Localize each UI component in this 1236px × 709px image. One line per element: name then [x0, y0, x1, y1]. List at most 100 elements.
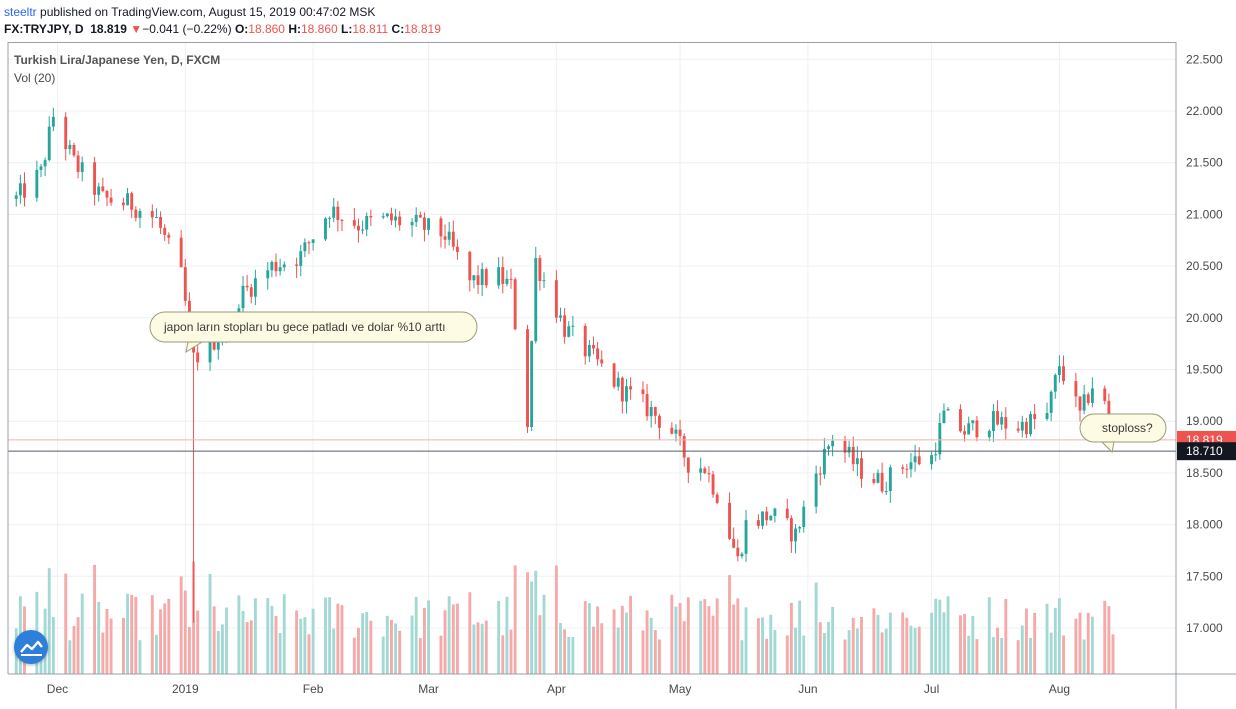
candle-body	[583, 325, 587, 357]
y-tick-label: 22.500	[1186, 52, 1223, 66]
volume-bar	[476, 622, 480, 674]
volume-bar	[237, 595, 241, 674]
volume-bar	[51, 617, 55, 674]
volume-bar	[130, 594, 134, 674]
volume-bar	[831, 606, 835, 674]
volume-bar	[756, 618, 760, 674]
candle-body	[1020, 421, 1024, 431]
candle-body	[484, 269, 488, 286]
volume-bar	[1103, 600, 1107, 674]
candle-body	[909, 462, 913, 470]
candle-body	[447, 231, 451, 240]
volume-bar	[987, 597, 991, 674]
volume-bar	[183, 590, 187, 674]
candlesticks	[14, 107, 1115, 623]
candle-body	[785, 508, 789, 519]
candle-body	[843, 440, 847, 453]
volume-bar	[559, 623, 562, 674]
candle-body	[1016, 428, 1020, 431]
volume-bar	[971, 615, 975, 674]
volume-bar	[513, 565, 517, 674]
candle-body	[686, 457, 690, 473]
candle-body	[410, 221, 414, 226]
candle-body	[443, 236, 447, 240]
candle-body	[72, 144, 76, 156]
volume-bar	[571, 637, 575, 674]
volume-bar	[1111, 634, 1115, 674]
volume-bar	[658, 639, 661, 674]
x-tick-label: Aug	[1049, 682, 1070, 696]
volume-bar	[105, 608, 109, 674]
x-tick-label: Mar	[418, 682, 439, 696]
volume-bar	[761, 617, 764, 674]
candle-body	[1090, 388, 1094, 403]
horizontal-line-label-bg	[1177, 442, 1236, 461]
volume-bar	[930, 612, 934, 674]
volume-bar	[913, 627, 917, 674]
volume-bar	[1107, 606, 1111, 674]
candle-body	[855, 458, 859, 465]
candle-body	[1033, 414, 1037, 419]
candle-body	[592, 344, 595, 349]
x-tick-label: Dec	[47, 682, 68, 696]
candle-body	[798, 527, 802, 529]
candle-body	[963, 431, 967, 435]
volume-bar	[249, 620, 253, 674]
volume-bar	[1049, 632, 1053, 674]
candle-body	[728, 502, 731, 539]
volume-bar	[422, 607, 426, 674]
candle-body	[212, 335, 216, 350]
volume-bar	[728, 575, 731, 674]
volume-bar	[946, 596, 950, 674]
volume-bar	[369, 620, 373, 674]
volume-bar	[505, 596, 509, 674]
candle-body	[274, 261, 278, 272]
x-tick-label: Jun	[798, 682, 817, 696]
candle-body	[439, 218, 443, 237]
volume-bar	[794, 627, 797, 674]
candle-body	[295, 264, 299, 266]
volume-bar	[991, 637, 995, 674]
candle-body	[414, 214, 418, 222]
candle-body	[1078, 396, 1082, 411]
candle-body	[1107, 400, 1111, 420]
volume-bar	[179, 576, 183, 674]
chart-grid	[8, 42, 1176, 674]
candle-body	[14, 195, 18, 199]
volume-bar	[699, 600, 703, 674]
volume-bar	[563, 629, 567, 674]
volume-bar	[876, 614, 880, 674]
volume-bar	[917, 626, 921, 674]
author-link[interactable]: steeltr	[4, 5, 37, 19]
volume-bar	[274, 615, 278, 674]
candle-body	[769, 515, 773, 521]
volume-bar	[97, 601, 101, 674]
volume-bar	[963, 613, 967, 674]
candle-body	[357, 225, 360, 231]
candle-body	[101, 186, 105, 192]
volume-bar	[451, 604, 455, 674]
chart-axes: 22.500 22.000 21.500 21.000 20.500 20.000 19.5…	[7, 42, 1236, 709]
candle-body	[653, 407, 657, 416]
candle-body	[39, 166, 43, 170]
y-tick-label: 21.000	[1186, 207, 1223, 221]
volume-bar	[385, 615, 389, 674]
published-text: published on TradingView.com, August 15,…	[36, 5, 376, 19]
candle-body	[130, 193, 134, 210]
candle-body	[616, 377, 620, 387]
volume-bar	[163, 603, 167, 674]
volume-bar	[93, 564, 97, 674]
volume-bar	[398, 630, 402, 674]
volume-bar	[1020, 625, 1024, 674]
candle-body	[122, 202, 125, 206]
volume-bar	[216, 631, 220, 674]
volume-bar	[1004, 598, 1008, 674]
candle-body	[23, 183, 26, 198]
candle-body	[682, 436, 686, 458]
y-tick-label: 19.500	[1186, 363, 1223, 377]
volume-bar	[167, 598, 171, 674]
volume-bar	[534, 570, 538, 674]
volume-bar	[109, 618, 113, 674]
candle-body	[278, 267, 282, 272]
